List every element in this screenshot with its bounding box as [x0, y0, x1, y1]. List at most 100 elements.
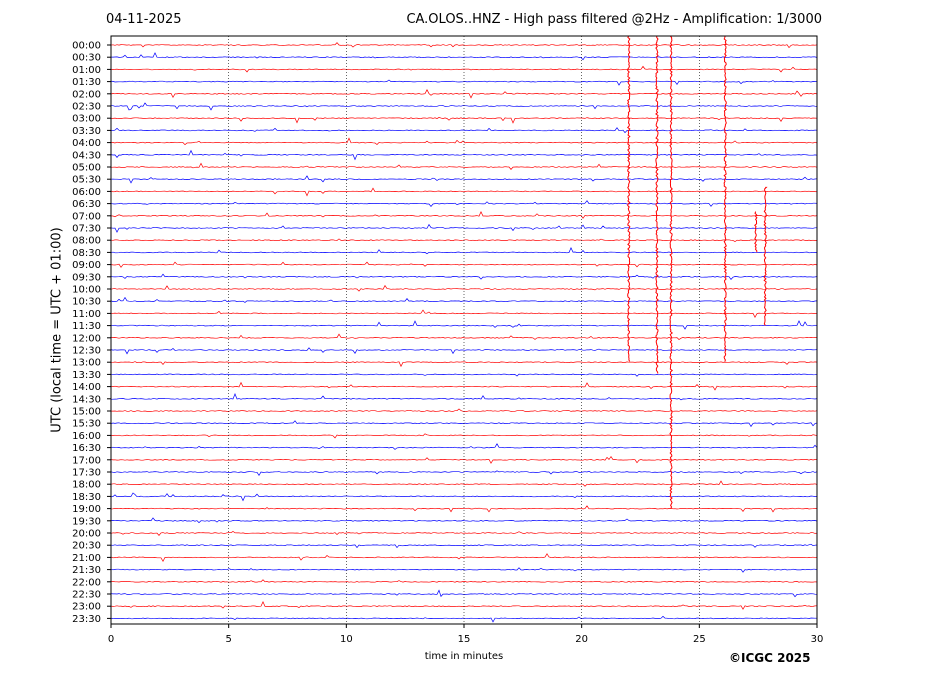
x-tick-label: 0 [108, 634, 114, 645]
y-tick-label: 06:00 [72, 187, 101, 198]
y-tick-label: 01:00 [72, 65, 101, 76]
trace-2300 [110, 600, 818, 610]
trace-1100 [110, 309, 818, 319]
y-tick-label: 20:30 [72, 541, 101, 552]
event-spike-1 [626, 35, 631, 362]
trace-0230 [110, 102, 818, 111]
trace-1000 [110, 284, 818, 292]
y-tick-label: 18:00 [72, 480, 101, 491]
trace-2100 [110, 553, 818, 563]
y-tick-label: 11:30 [72, 321, 101, 332]
y-tick-label: 00:00 [72, 41, 101, 52]
y-tick-label: 14:30 [72, 394, 101, 405]
trace-0000 [110, 42, 818, 49]
x-tick-label: 5 [225, 634, 231, 645]
y-tick-label: 09:00 [72, 260, 101, 271]
trace-0030 [110, 52, 818, 61]
trace-1300 [110, 361, 818, 368]
vertical-gridlines [228, 36, 700, 624]
seismic-events [626, 35, 768, 509]
trace-1130 [110, 320, 818, 330]
y-tick-label: 12:30 [72, 346, 101, 357]
x-axis-ticks: 0 5 10 15 20 25 30 [108, 624, 824, 645]
trace-1700 [110, 455, 817, 464]
trace-1530 [110, 420, 818, 428]
trace-1730 [110, 470, 818, 476]
trace-1430 [110, 393, 818, 401]
y-tick-label: 04:00 [72, 138, 101, 149]
trace-0930 [110, 273, 818, 280]
plot-title: CA.OLOS..HNZ - High pass filtered @2Hz -… [406, 12, 822, 27]
trace-1200 [110, 333, 817, 340]
trace-0730 [110, 223, 817, 233]
trace-0130 [110, 79, 818, 86]
y-axis-label: UTC (local time = UTC + 01:00) [49, 227, 65, 433]
x-tick-label: 10 [340, 634, 353, 645]
x-tick-label: 30 [811, 634, 824, 645]
y-tick-label: 03:30 [72, 126, 101, 137]
trace-0300 [110, 117, 818, 124]
trace-1330 [110, 373, 818, 377]
y-tick-label: 15:30 [72, 419, 101, 430]
trace-0500 [110, 162, 818, 170]
trace-1800 [110, 480, 818, 487]
y-tick-label: 01:30 [72, 77, 101, 88]
trace-1830 [110, 492, 817, 502]
trace-0630 [110, 200, 818, 208]
trace-1230 [110, 347, 818, 355]
trace-0530 [110, 175, 818, 184]
trace-1500 [110, 408, 818, 412]
event-spike-2 [655, 35, 659, 374]
y-tick-label: 02:30 [72, 102, 101, 113]
y-tick-label: 05:00 [72, 163, 101, 174]
trace-0400 [110, 137, 818, 146]
trace-2200 [110, 579, 818, 583]
y-tick-label: 00:30 [72, 53, 101, 64]
y-tick-label: 18:30 [72, 492, 101, 503]
event-spike-3 [669, 35, 673, 509]
y-tick-label: 07:30 [72, 224, 101, 235]
trace-1930 [110, 517, 818, 524]
y-tick-label: 08:00 [72, 236, 101, 247]
trace-0600 [110, 187, 818, 197]
trace-1630 [110, 443, 818, 450]
y-tick-label: 23:00 [72, 602, 101, 613]
y-tick-label: 07:00 [72, 211, 101, 222]
x-tick-label: 15 [458, 634, 471, 645]
copyright-notice: ©ICGC 2025 [729, 651, 811, 665]
y-tick-label: 17:30 [72, 468, 101, 479]
trace-0830 [110, 247, 818, 255]
event-spike-4 [723, 35, 727, 362]
trace-1900 [110, 505, 818, 513]
y-tick-label: 17:00 [72, 455, 101, 466]
y-tick-label: 05:30 [72, 175, 101, 186]
x-tick-label: 25 [693, 634, 706, 645]
y-tick-label: 13:00 [72, 358, 101, 369]
y-tick-label: 03:00 [72, 114, 101, 125]
event-spike-6 [763, 186, 768, 326]
y-tick-label: 19:30 [72, 516, 101, 527]
y-tick-label: 19:00 [72, 504, 101, 515]
y-tick-label: 11:00 [72, 309, 101, 320]
y-tick-label: 14:00 [72, 382, 101, 393]
y-tick-label: 20:00 [72, 529, 101, 540]
y-tick-label: 09:30 [72, 272, 101, 283]
y-tick-label: 06:30 [72, 199, 101, 210]
y-tick-label: 10:00 [72, 285, 101, 296]
x-axis-label: time in minutes [424, 651, 504, 662]
y-tick-label: 22:30 [72, 590, 101, 601]
y-tick-label: 10:30 [72, 297, 101, 308]
trace-2000 [110, 530, 818, 536]
trace-2330 [110, 615, 817, 623]
trace-0330 [110, 127, 818, 134]
seismic-traces [110, 42, 818, 623]
trace-0700 [110, 210, 818, 219]
y-tick-label: 21:00 [72, 553, 101, 564]
trace-2030 [110, 543, 818, 549]
y-tick-label: 23:30 [72, 614, 101, 625]
y-tick-label: 15:00 [72, 407, 101, 418]
trace-2130 [110, 567, 818, 573]
y-tick-label: 13:30 [72, 370, 101, 381]
